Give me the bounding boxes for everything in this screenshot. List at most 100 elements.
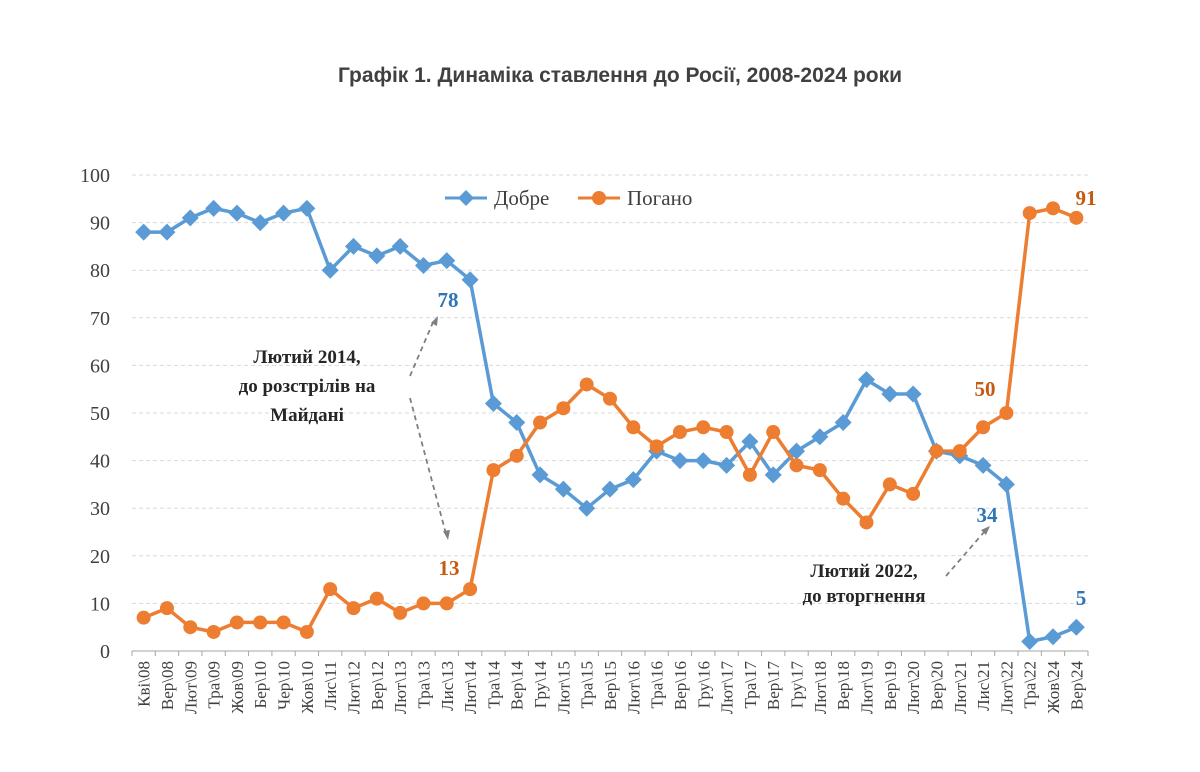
point-dobre xyxy=(554,480,572,498)
point-pohano xyxy=(626,420,641,435)
point-pohano xyxy=(486,463,501,478)
legend-pohano-label: Погано xyxy=(627,186,692,210)
point-dobre xyxy=(601,480,619,498)
point-dobre xyxy=(181,209,199,227)
point-pohano xyxy=(509,448,524,463)
point-pohano xyxy=(836,491,851,506)
legend-dobre-label: Добре xyxy=(494,186,549,210)
point-dobre xyxy=(788,442,806,460)
y-tick-label: 10 xyxy=(90,593,110,615)
point-dobre xyxy=(1044,628,1062,646)
point-pohano xyxy=(766,425,781,440)
page-title: Графік 1. Динаміка ставлення до Росії, 2… xyxy=(337,64,903,87)
y-tick-label: 70 xyxy=(90,308,110,330)
point-pohano xyxy=(346,601,361,616)
point-dobre xyxy=(578,499,596,517)
point-dobre xyxy=(997,475,1015,493)
point-pohano xyxy=(416,596,431,611)
point-dobre xyxy=(904,385,922,403)
x-tick-label: Вер\19 xyxy=(881,661,900,710)
point-dobre xyxy=(1021,632,1039,650)
x-tick-label: Лис\13 xyxy=(438,661,457,711)
annotation-2014-line3: Майдані xyxy=(270,405,344,426)
x-tick-label: Лют\17 xyxy=(718,661,737,715)
x-tick-label: Лют\19 xyxy=(857,661,876,714)
x-tick-label: Вер\08 xyxy=(158,661,177,710)
point-dobre xyxy=(298,199,316,217)
x-tick-label: Лют\14 xyxy=(461,661,480,715)
annotation-2022-arrow xyxy=(945,530,986,577)
y-tick-label: 90 xyxy=(90,213,110,235)
point-pohano xyxy=(719,425,734,440)
x-tick-label: Вер\16 xyxy=(671,661,690,710)
y-tick-label: 30 xyxy=(90,498,110,520)
point-pohano xyxy=(812,463,827,478)
data-label-dobre-ver24: 5 xyxy=(1076,586,1087,610)
x-tick-label: Гру\17 xyxy=(788,661,807,709)
point-dobre xyxy=(414,256,432,274)
point-pohano xyxy=(999,406,1014,420)
point-dobre xyxy=(368,247,386,265)
annotation-2022: Лютий 2022, до вторгнення xyxy=(803,526,990,607)
annotation-2014-arrow-down xyxy=(409,397,447,535)
x-tick-label: Вер\17 xyxy=(764,661,783,711)
point-dobre xyxy=(508,414,526,432)
y-axis-ticks: 0 10 20 30 40 50 60 70 80 90 100 xyxy=(80,165,110,663)
point-pohano xyxy=(276,615,291,630)
point-dobre xyxy=(438,252,456,270)
point-pohano xyxy=(672,425,687,440)
point-pohano xyxy=(1022,206,1037,221)
point-pohano xyxy=(439,596,454,611)
x-tick-label: Жов\24 xyxy=(1044,661,1063,714)
annotation-2022-line2: до вторгнення xyxy=(803,586,926,607)
point-dobre xyxy=(345,237,363,255)
x-tick-label: Лис\11 xyxy=(321,661,340,710)
x-tick-label: Тра\22 xyxy=(1021,661,1040,709)
point-pohano xyxy=(976,420,991,435)
point-pohano xyxy=(696,420,711,435)
x-tick-label: Вер\14 xyxy=(508,661,527,711)
x-tick-label: Вер\12 xyxy=(368,661,387,710)
x-tick-label: Жов\09 xyxy=(228,661,247,714)
y-tick-label: 20 xyxy=(90,546,110,568)
x-tick-label: Вер\15 xyxy=(601,661,620,710)
point-pohano xyxy=(136,610,151,625)
point-dobre xyxy=(461,271,479,289)
y-tick-label: 60 xyxy=(90,355,110,377)
point-dobre xyxy=(671,452,689,470)
x-tick-label: Лют\16 xyxy=(624,661,643,714)
annotation-2014-line1: Лютий 2014, xyxy=(253,347,360,368)
x-tick-label: Лют\21 xyxy=(951,661,970,714)
x-tick-label: Кві\08 xyxy=(135,661,154,707)
x-tick-label: Лют\22 xyxy=(997,661,1016,714)
point-dobre xyxy=(857,371,875,389)
data-label-pohano-ver24: 91 xyxy=(1076,186,1097,210)
point-pohano xyxy=(206,624,221,639)
legend-dobre-marker xyxy=(458,190,474,206)
point-dobre xyxy=(694,452,712,470)
x-axis-ticks: Кві\08 Вер\08 Лют\09 Тра\09 Жов\09 Бер\10 Чер\… xyxy=(131,651,1089,715)
point-pohano xyxy=(882,477,897,492)
y-tick-label: 50 xyxy=(90,403,110,425)
point-pohano xyxy=(742,467,757,482)
annotation-2014-arrow-up xyxy=(409,319,435,377)
point-dobre xyxy=(228,204,246,222)
x-tick-label: Гру\16 xyxy=(694,661,713,708)
point-dobre xyxy=(391,237,409,255)
y-tick-label: 0 xyxy=(100,641,110,663)
x-tick-label: Тра\13 xyxy=(414,661,433,709)
point-pohano xyxy=(393,605,408,620)
annotation-2014-arrowhead-down xyxy=(443,530,450,540)
x-tick-label: Лис\21 xyxy=(974,661,993,711)
point-dobre xyxy=(834,414,852,432)
x-tick-label: Вер\18 xyxy=(834,661,853,710)
point-pohano xyxy=(533,415,548,430)
x-tick-label: Лют\13 xyxy=(391,661,410,714)
data-label-pohano-lyut14: 13 xyxy=(439,556,460,580)
x-tick-label: Тра\15 xyxy=(578,661,597,709)
point-dobre xyxy=(974,456,992,474)
annotation-2022-line1: Лютий 2022, xyxy=(810,561,917,582)
point-pohano xyxy=(952,444,967,459)
point-pohano xyxy=(603,391,617,406)
point-dobre xyxy=(881,385,899,403)
